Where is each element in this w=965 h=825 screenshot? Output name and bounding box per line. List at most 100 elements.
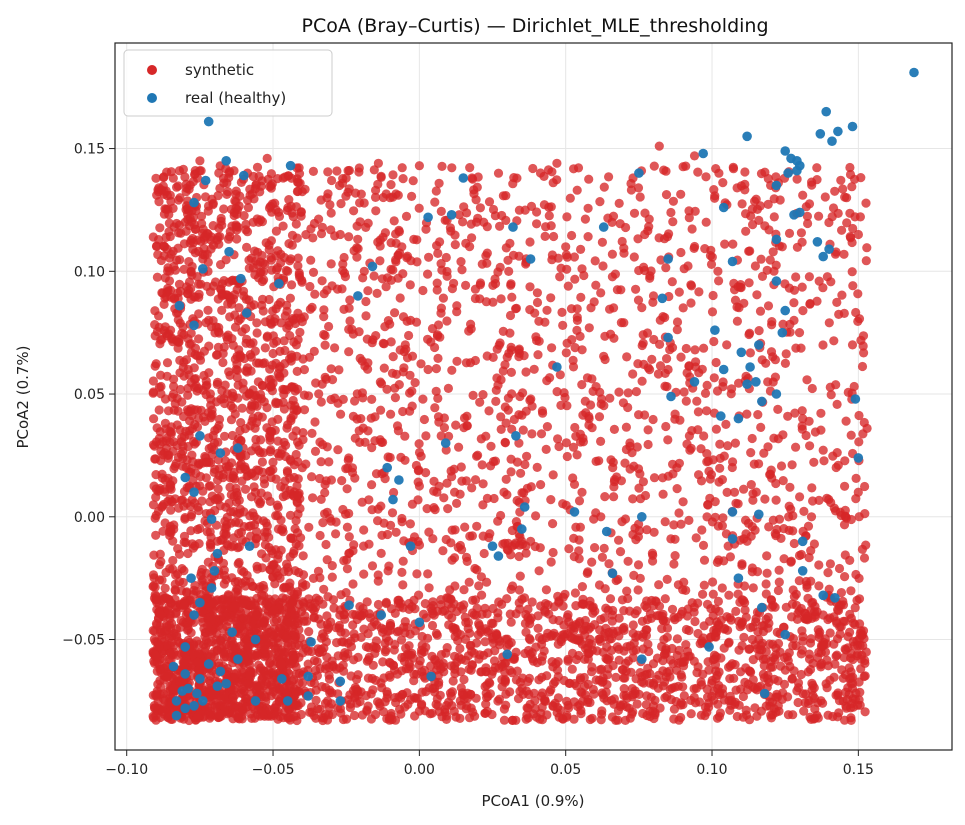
synthetic-point: [213, 484, 223, 494]
synthetic-point: [623, 402, 633, 413]
synthetic-point: [488, 352, 498, 362]
synthetic-point: [299, 390, 309, 400]
synthetic-point: [259, 474, 269, 484]
synthetic-point: [705, 251, 716, 261]
synthetic-point: [467, 233, 477, 243]
synthetic-point: [772, 692, 783, 702]
synthetic-point: [462, 556, 472, 567]
synthetic-point: [503, 255, 513, 265]
synthetic-point: [240, 634, 250, 644]
synthetic-point: [506, 617, 516, 627]
synthetic-point: [289, 675, 299, 685]
synthetic-point: [778, 319, 788, 329]
synthetic-point: [197, 219, 207, 229]
synthetic-point: [505, 238, 515, 248]
synthetic-point: [581, 621, 591, 632]
synthetic-point: [781, 602, 791, 612]
synthetic-point: [763, 442, 773, 452]
synthetic-point: [674, 508, 684, 518]
synthetic-point: [460, 655, 471, 666]
synthetic-point: [553, 434, 563, 444]
synthetic-point: [495, 262, 505, 272]
synthetic-point: [399, 536, 409, 546]
synthetic-point: [227, 430, 238, 441]
synthetic-point: [794, 576, 804, 586]
synthetic-point: [649, 161, 659, 171]
synthetic-point: [812, 653, 823, 663]
synthetic-point: [154, 575, 165, 585]
synthetic-point: [629, 208, 640, 218]
synthetic-point: [387, 368, 398, 378]
synthetic-point: [150, 361, 160, 371]
synthetic-point: [225, 232, 235, 242]
synthetic-point: [208, 598, 219, 608]
synthetic-point: [748, 495, 758, 505]
synthetic-point: [387, 714, 397, 725]
synthetic-point: [396, 635, 407, 645]
synthetic-point: [168, 564, 178, 574]
synthetic-point: [662, 667, 672, 678]
synthetic-point: [156, 335, 166, 345]
synthetic-point: [271, 304, 281, 314]
synthetic-point: [673, 580, 684, 590]
synthetic-point: [241, 225, 251, 235]
synthetic-point: [308, 166, 318, 176]
synthetic-point: [357, 710, 367, 720]
synthetic-point: [257, 457, 267, 467]
synthetic-point: [466, 319, 476, 329]
synthetic-point: [194, 506, 204, 516]
synthetic-point: [855, 687, 865, 697]
synthetic-point: [316, 457, 326, 467]
synthetic-point: [432, 285, 442, 295]
synthetic-point: [369, 165, 379, 175]
synthetic-point: [622, 586, 632, 596]
synthetic-point: [608, 211, 619, 221]
synthetic-point: [339, 651, 349, 661]
synthetic-point: [378, 437, 388, 447]
synthetic-point: [644, 214, 654, 224]
synthetic-point: [536, 480, 546, 490]
synthetic-point: [381, 633, 391, 643]
synthetic-point: [470, 355, 480, 366]
synthetic-point: [803, 593, 813, 603]
synthetic-point: [206, 244, 216, 254]
synthetic-point: [503, 405, 513, 415]
synthetic-point: [825, 675, 835, 685]
synthetic-point: [332, 284, 343, 294]
synthetic-point: [336, 590, 346, 600]
synthetic-point: [684, 213, 694, 223]
synthetic-point: [264, 294, 274, 305]
synthetic-point: [404, 330, 414, 341]
synthetic-point: [151, 173, 161, 183]
synthetic-point: [338, 394, 348, 404]
synthetic-point: [770, 529, 780, 539]
synthetic-point: [167, 392, 177, 402]
synthetic-point: [157, 501, 168, 511]
synthetic-point: [352, 252, 362, 262]
synthetic-point: [658, 489, 668, 499]
synthetic-point: [305, 281, 315, 292]
synthetic-point: [633, 183, 644, 193]
synthetic-point: [354, 167, 364, 177]
synthetic-point: [736, 667, 746, 677]
synthetic-point: [457, 265, 467, 275]
synthetic-point: [596, 288, 606, 298]
synthetic-point: [725, 705, 735, 715]
synthetic-point: [307, 472, 317, 482]
synthetic-point: [188, 177, 198, 187]
synthetic-point: [416, 359, 426, 369]
synthetic-point: [769, 212, 779, 222]
synthetic-point: [257, 549, 267, 559]
synthetic-point: [340, 628, 350, 638]
synthetic-point: [589, 297, 599, 307]
synthetic-point: [266, 627, 276, 637]
synthetic-point: [436, 431, 446, 441]
synthetic-point: [271, 226, 281, 236]
synthetic-point: [540, 694, 550, 705]
synthetic-point: [605, 393, 615, 403]
synthetic-point: [183, 548, 193, 559]
synthetic-point: [567, 664, 577, 674]
synthetic-point: [579, 672, 589, 683]
synthetic-point: [599, 543, 609, 554]
synthetic-point: [200, 416, 210, 426]
